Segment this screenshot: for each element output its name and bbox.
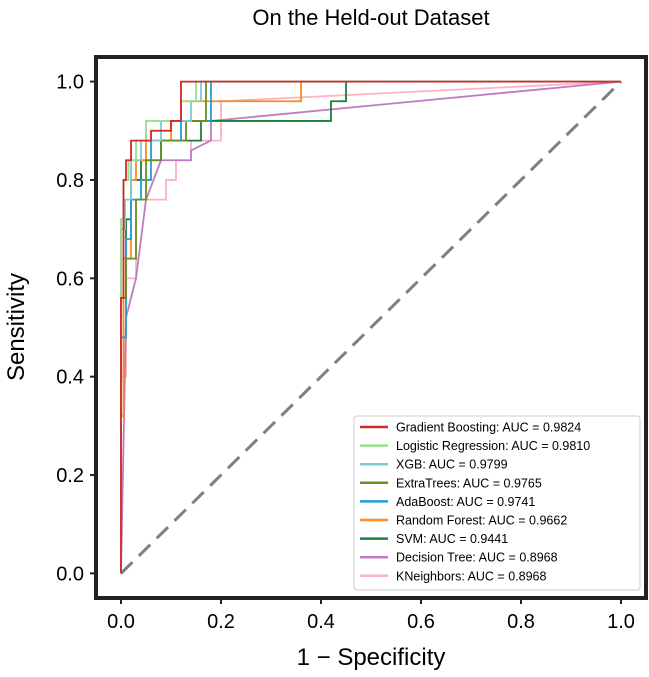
y-tick-label: 1.0 [56, 72, 84, 94]
legend-entry-label: Random Forest: AUC = 0.9662 [396, 514, 567, 528]
roc-series-line-8 [120, 80, 622, 574]
y-axis-label: Sensitivity [3, 273, 30, 381]
x-tick-label: 0.6 [407, 611, 435, 633]
legend-entry-label: AdaBoost: AUC = 0.9741 [396, 495, 535, 509]
plot-area [94, 55, 648, 600]
chart-title: On the Held-out Dataset [252, 5, 489, 30]
y-tick-label: 0.2 [56, 465, 84, 487]
legend-entry-label: Decision Tree: AUC = 0.8968 [396, 551, 558, 565]
legend-entry-label: Gradient Boosting: AUC = 0.9824 [396, 421, 581, 435]
legend: Gradient Boosting: AUC = 0.9824 Logistic … [353, 415, 641, 591]
roc-series-line-4 [120, 80, 621, 574]
legend-entry-label: SVM: AUC = 0.9441 [396, 532, 508, 546]
legend-entry-label: ExtraTrees: AUC = 0.9765 [396, 476, 542, 490]
series-layer [119, 80, 623, 575]
plot-frame [94, 55, 648, 600]
legend-entry-label: KNeighbors: AUC = 0.8968 [396, 569, 546, 583]
legend-items: Gradient Boosting: AUC = 0.9824 Logistic … [360, 421, 590, 583]
x-axis-ticks: 0.0 0.2 0.4 0.6 0.8 1.0 [107, 598, 635, 633]
reference-diagonal-line [119, 80, 623, 575]
legend-entry-label: XGB: AUC = 0.9799 [396, 458, 508, 472]
roc-series-line-1 [120, 80, 621, 574]
x-tick-label: 1.0 [607, 611, 635, 633]
x-tick-label: 0.0 [107, 611, 135, 633]
legend-box [353, 415, 641, 591]
y-tick-label: 0.8 [56, 170, 84, 192]
legend-entry-label: Logistic Regression: AUC = 0.9810 [396, 439, 590, 453]
y-tick-label: 0.4 [56, 367, 84, 389]
y-axis-ticks: 0.0 0.2 0.4 0.6 0.8 1.0 [56, 72, 96, 585]
y-tick-label: 0.0 [56, 563, 84, 585]
x-axis-label: 1 − Specificity [297, 644, 446, 671]
x-tick-label: 0.2 [207, 611, 235, 633]
x-tick-label: 0.4 [307, 611, 335, 633]
y-tick-label: 0.6 [56, 268, 84, 290]
x-tick-label: 0.8 [507, 611, 535, 633]
